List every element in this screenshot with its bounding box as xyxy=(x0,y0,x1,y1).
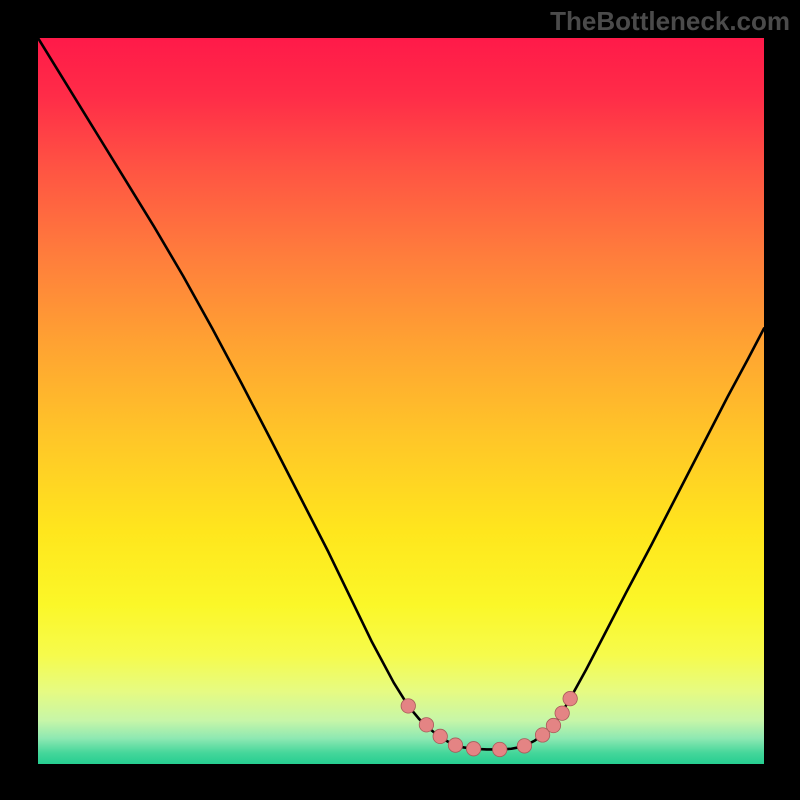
marker-dot xyxy=(517,739,531,753)
marker-dot xyxy=(466,742,480,756)
marker-dot xyxy=(401,699,415,713)
chart-stage: TheBottleneck.com xyxy=(0,0,800,800)
watermark-text: TheBottleneck.com xyxy=(550,6,790,37)
plot-background xyxy=(38,38,764,764)
marker-dot xyxy=(546,718,560,732)
bottleneck-curve-plot xyxy=(38,38,764,764)
marker-dot xyxy=(493,742,507,756)
marker-dot xyxy=(563,691,577,705)
marker-dot xyxy=(555,706,569,720)
marker-dot xyxy=(419,718,433,732)
marker-dot xyxy=(433,729,447,743)
marker-dot xyxy=(448,738,462,752)
